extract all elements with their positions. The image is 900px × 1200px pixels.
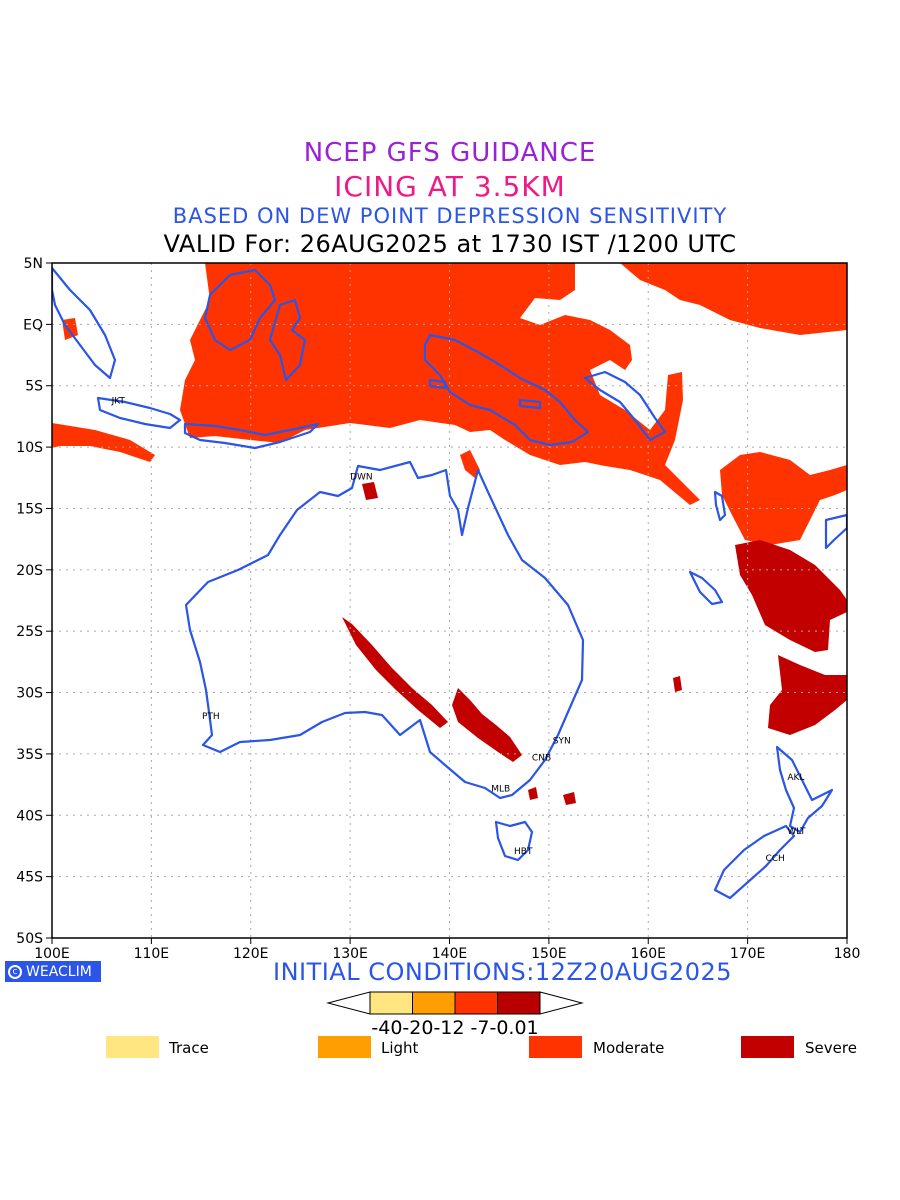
colorbar-left-arrow (326, 991, 371, 1015)
station-label: PTH (202, 712, 220, 722)
sulawesi-coastline (268, 298, 307, 382)
colorbar-labels: -40-20-12 -7-0.01 (371, 1017, 538, 1039)
legend-swatch-light (318, 1036, 371, 1058)
lat-tick-label: EQ (23, 317, 43, 333)
legend-swatch-severe (741, 1036, 794, 1058)
copyright-icon: c (8, 964, 22, 979)
colorbar-box (454, 991, 498, 1015)
nz-south-coastline (713, 824, 796, 900)
icing-area-moderate (52, 423, 155, 462)
java-coastline (96, 396, 182, 430)
icing-area-severe (528, 787, 538, 800)
nz-north-coastline (775, 745, 834, 834)
icing-area-severe (342, 617, 448, 728)
gridlines (52, 263, 847, 938)
icing-area-severe (768, 655, 847, 735)
lon-tick-label: 100E (34, 946, 70, 962)
lesser-sunda-coastline (183, 422, 320, 450)
icing-area-moderate (720, 452, 847, 545)
legend-swatch-moderate (529, 1036, 582, 1058)
small-island (518, 398, 542, 410)
lon-tick-label: 170E (730, 946, 766, 962)
australia-coastline (184, 460, 585, 800)
lon-tick-label: 180 (834, 946, 861, 962)
tasmania-coastline (494, 820, 534, 862)
badge-label: WEACLIM (26, 963, 92, 980)
lon-tick-label: 110E (134, 946, 170, 962)
lat-tick-label: 5N (24, 256, 43, 272)
lat-tick-label: 20S (16, 563, 43, 579)
station-label: JKT (111, 396, 126, 406)
lat-tick-label: 30S (16, 686, 43, 702)
chart-subtitle: ICING AT 3.5KM (334, 170, 566, 203)
lat-tick-label: 45S (16, 870, 43, 886)
colorbar-right-arrow (539, 991, 584, 1015)
lon-tick-label: 150E (531, 946, 567, 962)
lon-tick-label: 160E (630, 946, 666, 962)
chart-method-note: BASED ON DEW POINT DEPRESSION SENSITIVIT… (172, 204, 728, 228)
lat-tick-label: 35S (16, 747, 43, 763)
station-label: WLT (787, 827, 806, 837)
colorbar-box (369, 991, 413, 1015)
icing-area-severe (362, 482, 378, 500)
small-island (428, 378, 447, 390)
axis-ticks: 100E 110E 120E 130E 140E 150E 160E 170E 180 5N EQ 5… (16, 256, 860, 962)
icing-area-severe (563, 792, 576, 805)
valid-time: VALID For: 26AUG2025 at 1730 IST /1200 U… (163, 230, 737, 258)
icing-area-moderate (180, 263, 700, 505)
lon-tick-label: 120E (233, 946, 269, 962)
icing-areas (52, 263, 847, 805)
borneo-coastline (203, 268, 277, 352)
legend-label-severe: Severe (805, 1039, 857, 1057)
lat-tick-label: 25S (16, 624, 43, 640)
icing-area-moderate (560, 380, 580, 398)
icing-area-moderate (460, 450, 480, 478)
station-label: CNB (532, 754, 551, 764)
legend-label-light: Light (381, 1039, 419, 1057)
weaclim-badge: c WEACLIM (5, 961, 101, 982)
station-label: AKL (787, 773, 804, 783)
lat-tick-label: 40S (16, 808, 43, 824)
vanuatu-coastline (713, 490, 727, 522)
icing-area-severe (452, 688, 522, 762)
icing-area-moderate (620, 263, 847, 335)
lat-tick-label: 10S (16, 440, 43, 456)
colorbar (326, 991, 584, 1015)
coastlines (52, 266, 847, 900)
lat-tick-label: 50S (16, 931, 43, 947)
station-label: HBT (514, 847, 533, 857)
lat-tick-label: 15S (16, 501, 43, 517)
initial-conditions: INITIAL CONDITIONS:12Z20AUG2025 (273, 958, 733, 986)
fiji-coastline (824, 513, 847, 550)
legend-label-moderate: Moderate (593, 1039, 665, 1057)
station-label: SYN (553, 736, 571, 746)
lat-tick-label: 5S (25, 379, 43, 395)
legend-swatch-trace (106, 1036, 159, 1058)
icing-area-severe (673, 676, 682, 692)
lon-tick-label: 140E (432, 946, 468, 962)
station-label: MLB (491, 784, 510, 794)
new-guinea-coastline (423, 333, 590, 447)
colorbar-box (412, 991, 456, 1015)
station-label: CCH (765, 854, 784, 864)
new-caledonia-coastline (688, 570, 724, 606)
icing-area-severe (735, 540, 847, 652)
colorbar-box (497, 991, 541, 1015)
legend-label-trace: Trace (169, 1039, 209, 1057)
sumatra-coastline (52, 266, 117, 380)
station-label: DWN (350, 473, 373, 483)
lon-tick-label: 130E (332, 946, 368, 962)
chart-title: NCEP GFS GUIDANCE (303, 138, 597, 168)
icing-area-moderate (62, 318, 78, 340)
new-britain-coastline (583, 370, 667, 442)
